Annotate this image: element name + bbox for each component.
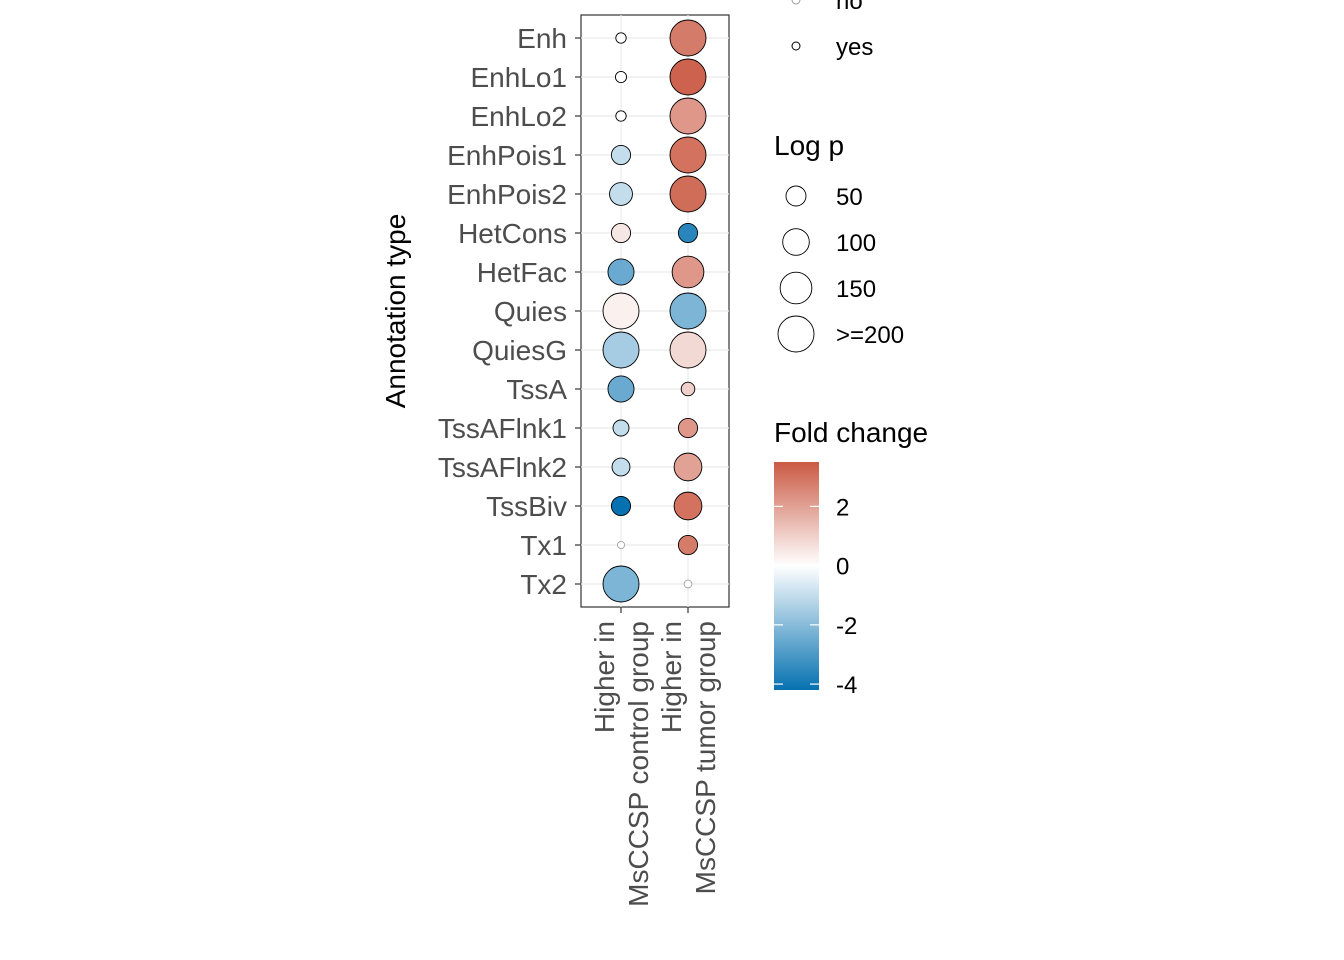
data-point bbox=[617, 541, 626, 550]
y-tick-label: Tx2 bbox=[520, 569, 567, 600]
data-point bbox=[602, 292, 640, 330]
data-point bbox=[669, 331, 707, 369]
y-tick-label: Enh bbox=[517, 23, 567, 54]
x-tick-label-line: MsCCSP tumor group bbox=[690, 621, 721, 894]
data-point bbox=[611, 457, 631, 477]
data-point bbox=[602, 565, 640, 603]
data-point bbox=[615, 110, 627, 122]
legend-logp-key bbox=[782, 228, 810, 256]
data-point bbox=[610, 495, 632, 517]
y-tick-label: HetCons bbox=[458, 218, 567, 249]
y-tick-label: TssAFlnk2 bbox=[438, 452, 567, 483]
legend-logp-label: >=200 bbox=[836, 322, 904, 349]
data-point bbox=[680, 381, 696, 397]
data-point bbox=[683, 579, 693, 589]
data-points bbox=[602, 19, 707, 603]
y-tick-label: TssBiv bbox=[486, 491, 567, 522]
x-tick-label: Higher in MsCCSP control group bbox=[589, 621, 654, 907]
legend-significance-key bbox=[791, 41, 801, 51]
colorbar-tick-label: -4 bbox=[836, 672, 857, 699]
data-point bbox=[669, 19, 707, 57]
data-point bbox=[669, 97, 707, 135]
data-point bbox=[669, 292, 707, 330]
colorbar bbox=[774, 462, 819, 690]
legend-significance-label: no bbox=[836, 0, 863, 15]
data-point bbox=[602, 331, 640, 369]
legend-logp: Log p 50 100 150 >=200 bbox=[774, 130, 904, 353]
x-axis: Higher in MsCCSP control group Higher in Ms… bbox=[589, 607, 721, 907]
legend-logp-title: Log p bbox=[774, 130, 844, 161]
data-point bbox=[673, 491, 703, 521]
data-point bbox=[615, 32, 627, 44]
colorbar-tick-label: 0 bbox=[836, 554, 849, 581]
x-tick-label-line: MsCCSP control group bbox=[623, 621, 654, 907]
y-tick-label: HetFac bbox=[477, 257, 567, 288]
plot-panel bbox=[580, 14, 730, 608]
legend-fold-change-title: Fold change bbox=[774, 417, 928, 448]
colorbar-tick-label: -2 bbox=[836, 613, 857, 640]
data-point bbox=[671, 255, 705, 289]
data-point bbox=[610, 144, 632, 166]
data-point bbox=[669, 58, 707, 96]
legend-logp-label: 150 bbox=[836, 276, 876, 303]
legend-significance-label: yes bbox=[836, 34, 873, 61]
legend-significance: no yes bbox=[791, 0, 873, 61]
legend-significance-key bbox=[791, 0, 801, 5]
y-tick-label: TssA bbox=[506, 374, 567, 405]
data-point bbox=[673, 452, 703, 482]
data-point bbox=[677, 417, 699, 439]
x-tick-label-line: Higher in bbox=[589, 621, 620, 733]
data-point bbox=[609, 182, 633, 206]
data-point bbox=[610, 222, 632, 244]
y-axis: Enh EnhLo1 EnhLo2 EnhPois1 EnhPois2 HetCons He… bbox=[438, 23, 581, 600]
data-point bbox=[612, 419, 630, 437]
data-point bbox=[677, 534, 699, 556]
y-tick-label: EnhPois1 bbox=[447, 140, 567, 171]
legend-fold-change: Fold change 2 0 -2 -4 bbox=[774, 417, 928, 699]
y-tick-label: EnhLo2 bbox=[470, 101, 567, 132]
data-point bbox=[677, 222, 699, 244]
y-axis-title: Annotation type bbox=[380, 214, 411, 409]
data-point bbox=[607, 258, 635, 286]
data-point bbox=[607, 375, 635, 403]
y-tick-label: QuiesG bbox=[472, 335, 567, 366]
data-point bbox=[669, 175, 707, 213]
x-tick-label: Higher in MsCCSP tumor group bbox=[656, 621, 721, 894]
y-tick-label: Quies bbox=[494, 296, 567, 327]
colorbar-tick-label: 2 bbox=[836, 494, 849, 521]
y-tick-label: Tx1 bbox=[520, 530, 567, 561]
y-tick-label: TssAFlnk1 bbox=[438, 413, 567, 444]
data-point bbox=[614, 70, 628, 84]
legend-logp-label: 50 bbox=[836, 184, 863, 211]
y-tick-label: EnhPois2 bbox=[447, 179, 567, 210]
legend-logp-key bbox=[785, 185, 807, 207]
legend-logp-label: 100 bbox=[836, 230, 876, 257]
data-point bbox=[669, 136, 707, 174]
legend-logp-key bbox=[777, 315, 815, 353]
y-tick-label: EnhLo1 bbox=[470, 62, 567, 93]
x-tick-label-line: Higher in bbox=[656, 621, 687, 733]
legend-logp-key bbox=[779, 271, 813, 305]
